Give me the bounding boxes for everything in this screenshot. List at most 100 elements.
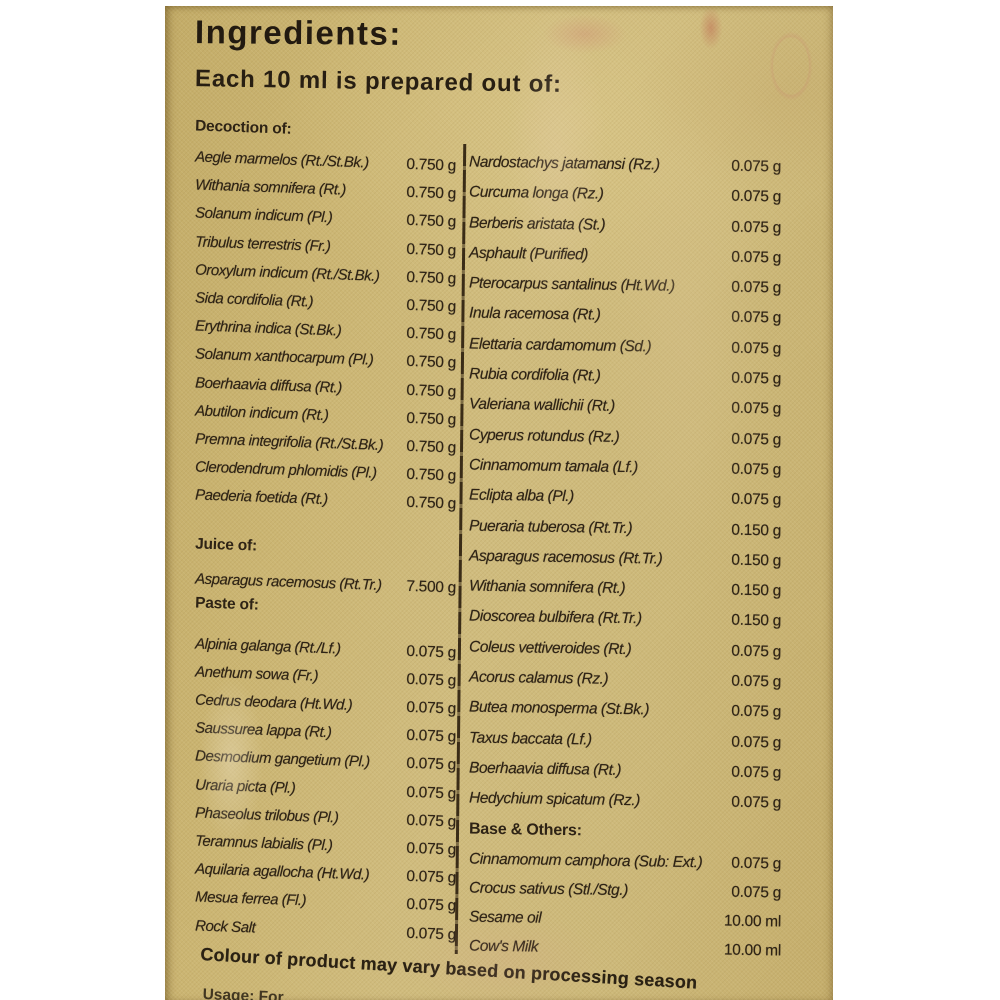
ingredient-amount: 0.150 g bbox=[731, 612, 782, 630]
ingredient-name: Nardostachys jatamansi (Rz.) bbox=[468, 153, 660, 174]
ingredient-amount: 0.750 g bbox=[406, 437, 457, 457]
ingredient-amount: 0.075 g bbox=[731, 672, 782, 691]
ingredient-amount: 0.750 g bbox=[406, 240, 457, 260]
section-header-juice: Juice of: bbox=[194, 535, 258, 556]
ingredient-amount: 0.750 g bbox=[406, 155, 457, 175]
left-column: Decoction of: Aegle marmelos (Rt./St.Bk.… bbox=[194, 117, 456, 945]
ingredient-amount: 0.075 g bbox=[731, 430, 782, 449]
paste-list: Alpinia galanga (Rt./Lf.) 0.075 g Anethu… bbox=[195, 635, 456, 945]
ingredient-name: Rubia cordifolia (Rt.) bbox=[468, 365, 601, 385]
ingredient-name: Curcuma longa (Rz.) bbox=[468, 183, 604, 203]
ingredient-amount: 0.750 g bbox=[406, 494, 457, 513]
ingredient-name: Inula racemosa (Rt.) bbox=[468, 305, 601, 325]
section-header-base-others: Base & Others: bbox=[468, 820, 582, 839]
ingredient-row: Berberis aristata (St.) 0.075 g bbox=[469, 208, 781, 243]
ingredient-name: Valeriana wallichii (Rt.) bbox=[468, 395, 615, 416]
ingredient-amount: 0.075 g bbox=[731, 460, 782, 479]
ingredient-name: Crocus sativus (Stl./Stg.) bbox=[468, 879, 628, 899]
ingredient-name: Acorus calamus (Rz.) bbox=[468, 668, 609, 688]
ingredient-amount: 0.075 g bbox=[406, 755, 457, 774]
ingredient-amount: 0.075 g bbox=[731, 763, 782, 782]
ingredient-row: Cinnamomum camphora (Sub: Ext.) 0.075 g bbox=[469, 844, 781, 878]
ingredient-row: Valeriana wallichii (Rt.) 0.075 g bbox=[469, 390, 781, 425]
ingredient-row: Hedychium spicatum (Rz.) 0.075 g bbox=[469, 784, 781, 819]
ingredient-amount: 0.075 g bbox=[731, 854, 782, 872]
ingredient-row: Sesame oil 10.00 ml bbox=[469, 902, 781, 936]
decoction-list: Aegle marmelos (Rt./St.Bk.) 0.750 g With… bbox=[195, 148, 456, 514]
ingredient-name: Taxus baccata (Lf.) bbox=[468, 729, 592, 749]
section-header-decoction: Decoction of: bbox=[194, 117, 292, 138]
ingredient-name: Hedychium spicatum (Rz.) bbox=[468, 789, 641, 810]
ingredient-amount: 0.750 g bbox=[406, 268, 457, 288]
ingredient-amount: 0.075 g bbox=[406, 839, 457, 859]
ingredient-name: Withania somnifera (Rt.) bbox=[468, 577, 626, 598]
ingredient-amount: 0.075 g bbox=[406, 924, 457, 944]
ingredient-amount: 0.075 g bbox=[731, 642, 782, 661]
ingredient-name: Cinnamomum tamala (Lf.) bbox=[468, 456, 638, 477]
ingredient-row: Elettaria cardamomum (Sd.) 0.075 g bbox=[469, 329, 781, 364]
ingredient-name: Berberis aristata (St.) bbox=[468, 214, 606, 234]
ingredient-name: Coleus vettiveroides (Rt.) bbox=[468, 638, 632, 658]
ingredient-amount: 0.075 g bbox=[731, 339, 782, 358]
ingredient-row: Pueraria tuberosa (Rt.Tr.) 0.150 g bbox=[469, 511, 781, 546]
ingredient-amount: 10.00 ml bbox=[723, 941, 782, 959]
ingredient-amount: 0.750 g bbox=[406, 296, 457, 316]
ingredient-amount: 0.075 g bbox=[731, 703, 782, 721]
ingredient-amount: 0.075 g bbox=[731, 248, 782, 267]
ingredient-amount: 0.075 g bbox=[731, 490, 782, 509]
ingredient-name: Asphault (Purified) bbox=[468, 244, 589, 264]
ingredient-name: Cinnamomum camphora (Sub: Ext.) bbox=[468, 850, 703, 871]
ingredient-amount: 0.150 g bbox=[731, 581, 782, 600]
ingredient-name: Dioscorea bulbifera (Rt.Tr.) bbox=[468, 608, 642, 628]
ingredient-amount: 0.075 g bbox=[731, 187, 782, 206]
ingredient-amount: 0.150 g bbox=[731, 521, 782, 540]
ingredient-name: Eclipta alba (Pl.) bbox=[468, 486, 574, 506]
ingredient-row: Butea monosperma (St.Bk.) 0.075 g bbox=[469, 693, 781, 728]
ingredient-row: Coleus vettiveroides (Rt.) 0.075 g bbox=[469, 632, 781, 667]
bottle-label: Ingredients: Each 10 ml is prepared out … bbox=[165, 6, 833, 1000]
ingredient-amount: 0.750 g bbox=[406, 381, 457, 401]
base-others-list: Cinnamomum camphora (Sub: Ext.) 0.075 g … bbox=[469, 847, 781, 963]
ingredient-amount: 0.075 g bbox=[731, 400, 782, 418]
ingredients-title: Ingredients: bbox=[194, 13, 403, 52]
ingredient-amount: 0.075 g bbox=[731, 733, 782, 752]
ingredient-amount: 0.075 g bbox=[406, 783, 457, 803]
ingredient-name: Asparagus racemosus (Rt.Tr.) bbox=[468, 547, 663, 568]
ingredient-amount: 0.075 g bbox=[731, 883, 782, 901]
ingredient-row: Eclipta alba (Pl.) 0.075 g bbox=[469, 481, 781, 516]
ingredient-amount: 0.075 g bbox=[406, 642, 457, 662]
ingredient-row: Taxus baccata (Lf.) 0.075 g bbox=[469, 723, 781, 758]
ingredient-amount: 0.750 g bbox=[406, 353, 457, 372]
ingredient-row: Crocus sativus (Stl./Stg.) 0.075 g bbox=[469, 873, 781, 907]
ingredient-amount: 0.750 g bbox=[406, 324, 457, 344]
ingredient-row: Cow's Milk 10.00 ml bbox=[469, 931, 781, 965]
ingredient-amount: 0.075 g bbox=[731, 218, 782, 237]
ingredient-name: Paederia foetida (Rt.) bbox=[194, 486, 329, 509]
right-ingredients-list: Nardostachys jatamansi (Rz.) 0.075 g Cur… bbox=[469, 150, 781, 817]
ingredient-name: Pueraria tuberosa (Rt.Tr.) bbox=[468, 517, 633, 537]
dosage-line: Each 10 ml is prepared out of: bbox=[194, 65, 562, 98]
ingredient-row: Cyperus rotundus (Rz.) 0.075 g bbox=[469, 420, 781, 455]
ingredient-row: Inula racemosa (Rt.) 0.075 g bbox=[469, 299, 781, 334]
ingredient-amount: 0.075 g bbox=[406, 698, 457, 718]
ingredient-name: Pterocarpus santalinus (Ht.Wd.) bbox=[468, 274, 675, 295]
ingredient-amount: 0.075 g bbox=[406, 727, 457, 746]
ingredient-row: Dioscorea bulbifera (Rt.Tr.) 0.150 g bbox=[469, 602, 781, 637]
ingredient-amount: 0.075 g bbox=[406, 670, 457, 690]
ingredient-amount: 0.075 g bbox=[731, 157, 782, 176]
right-column: Nardostachys jatamansi (Rz.) 0.075 g Cur… bbox=[469, 150, 781, 963]
ingredient-amount: 10.00 ml bbox=[723, 912, 782, 930]
ingredient-amount: 0.750 g bbox=[406, 409, 457, 429]
ingredient-amount: 0.075 g bbox=[731, 278, 782, 297]
ingredient-name: Elettaria cardamomum (Sd.) bbox=[468, 335, 652, 356]
ingredient-name: Cyperus rotundus (Rz.) bbox=[468, 426, 620, 446]
ingredient-amount: 0.075 g bbox=[406, 896, 457, 915]
ingredient-amount: 0.075 g bbox=[406, 867, 457, 887]
ingredient-amount: 0.150 g bbox=[731, 551, 782, 570]
ingredient-name: Sesame oil bbox=[468, 908, 542, 927]
ingredient-name: Cow's Milk bbox=[468, 937, 539, 956]
ingredient-name: Butea monosperma (St.Bk.) bbox=[468, 698, 650, 719]
ingredient-amount: 0.075 g bbox=[731, 369, 782, 388]
usage-note-cutoff: Usage: For bbox=[202, 986, 284, 1000]
